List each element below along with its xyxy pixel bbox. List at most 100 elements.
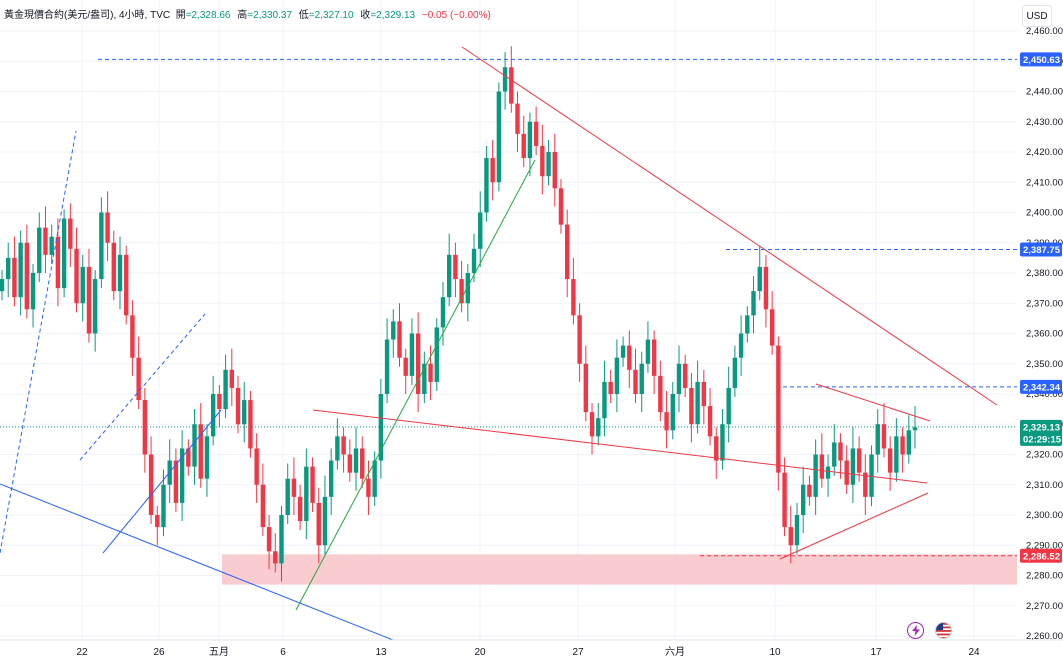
candle-body xyxy=(111,242,116,292)
candle-body xyxy=(136,357,141,401)
candle-body xyxy=(291,478,297,497)
y-tick-label: 2,430.00 xyxy=(1026,117,1063,128)
x-tick-label: 五月 xyxy=(209,646,229,658)
y-tick-label: 2,290.00 xyxy=(1026,540,1063,551)
open-label: 開 xyxy=(175,10,186,21)
candle-body xyxy=(254,448,259,485)
candle-body xyxy=(198,424,203,479)
candle-body xyxy=(496,91,502,183)
candle-body xyxy=(235,387,241,425)
candle-body xyxy=(366,478,371,497)
candle-body xyxy=(745,315,750,334)
candle-body xyxy=(192,424,197,467)
price-level-lines xyxy=(0,58,1017,557)
us-flag-icon[interactable] xyxy=(935,622,952,639)
x-tick-label: 六月 xyxy=(665,646,685,658)
candle-body xyxy=(552,152,557,189)
candle-body xyxy=(533,121,539,146)
candle-body xyxy=(186,448,191,467)
candle-body xyxy=(813,454,818,497)
candle-body xyxy=(627,345,632,370)
candle-body xyxy=(788,527,793,546)
candle-body xyxy=(614,357,620,394)
y-tick-label: 2,300.00 xyxy=(1026,510,1063,521)
candle-body xyxy=(869,454,874,497)
candle-body xyxy=(273,551,278,564)
chart-grid xyxy=(0,0,1017,640)
candle-body xyxy=(571,279,576,316)
y-tick-label: 2,260.00 xyxy=(1026,631,1063,642)
candle-body xyxy=(763,266,769,310)
candle-body xyxy=(887,448,893,473)
candle-body xyxy=(173,460,179,503)
candle-body xyxy=(502,67,508,92)
candle-body xyxy=(328,460,334,497)
x-tick-label: 20 xyxy=(474,647,486,658)
candle-body xyxy=(248,400,253,449)
candle-body xyxy=(130,315,135,358)
candle-body xyxy=(769,309,775,346)
candle-body xyxy=(403,357,408,376)
candle-body xyxy=(639,363,644,394)
candle-body xyxy=(43,227,48,255)
y-tick-label: 2,280.00 xyxy=(1026,571,1063,582)
price-level-badge xyxy=(1020,242,1062,257)
y-tick-label: 2,350.00 xyxy=(1026,359,1063,370)
candle-body xyxy=(409,333,415,376)
candle-body xyxy=(682,363,688,388)
candle-body xyxy=(515,103,520,134)
time-axis[interactable]: 22 26 五月 6 13 20 27 六月 10 17 24 xyxy=(0,639,1063,658)
candle-body xyxy=(776,345,781,473)
candle-body xyxy=(161,484,166,528)
candle-body xyxy=(707,406,713,437)
candle-body xyxy=(446,254,452,298)
lightning-icon[interactable] xyxy=(907,622,924,639)
candle-body xyxy=(148,454,154,515)
trendline xyxy=(815,383,931,422)
candle-body xyxy=(6,257,11,280)
price-axis[interactable]: 2,260.00 2,270.00 2,280.00 2,290.00 2,300.00… xyxy=(1018,0,1063,663)
countdown-label: 02:29:15 xyxy=(1023,434,1062,445)
y-tick-label: 2,340.00 xyxy=(1026,389,1063,400)
candle-body xyxy=(266,527,272,552)
candles xyxy=(0,46,918,582)
candle-body xyxy=(223,369,228,410)
candle-body xyxy=(428,363,433,382)
candle-body xyxy=(30,273,36,310)
candle-body xyxy=(620,345,626,358)
candle-body xyxy=(124,254,129,316)
candle-body xyxy=(714,436,719,461)
candle-body xyxy=(74,248,79,304)
candle-body xyxy=(558,188,564,225)
y-tick-label: 2,460.00 xyxy=(1026,26,1063,37)
candle-body xyxy=(297,496,303,522)
symbol-title[interactable]: 黃金現價合約(美元/盎司), 4小時, TVC xyxy=(4,10,171,21)
candle-body xyxy=(12,257,17,298)
candle-body xyxy=(695,381,700,425)
candle-body xyxy=(285,478,290,515)
support-zone xyxy=(222,554,1017,585)
candle-body xyxy=(18,242,23,298)
candle-body xyxy=(894,436,899,473)
candle-body xyxy=(384,339,390,394)
high-label: 高 xyxy=(237,10,248,21)
candle-body xyxy=(844,460,849,485)
trendlines[interactable] xyxy=(0,46,998,641)
candle-body xyxy=(316,502,321,546)
currency-button[interactable]: USD xyxy=(1022,5,1052,27)
candle-body xyxy=(738,333,744,358)
candle-body xyxy=(484,158,489,213)
candle-body xyxy=(863,472,868,497)
price-level-badge-label: 2,342.34 xyxy=(1023,382,1061,393)
candle-body xyxy=(751,291,756,316)
trendline xyxy=(295,159,536,611)
trendline xyxy=(312,409,928,484)
candle-body xyxy=(676,363,682,394)
candle-body xyxy=(105,212,110,243)
candle-body xyxy=(99,212,104,280)
candle-body xyxy=(304,466,309,522)
close-value: =2,329.13 xyxy=(370,10,416,21)
low-value: =2,327.10 xyxy=(308,10,354,21)
price-level-badge xyxy=(1020,52,1062,67)
